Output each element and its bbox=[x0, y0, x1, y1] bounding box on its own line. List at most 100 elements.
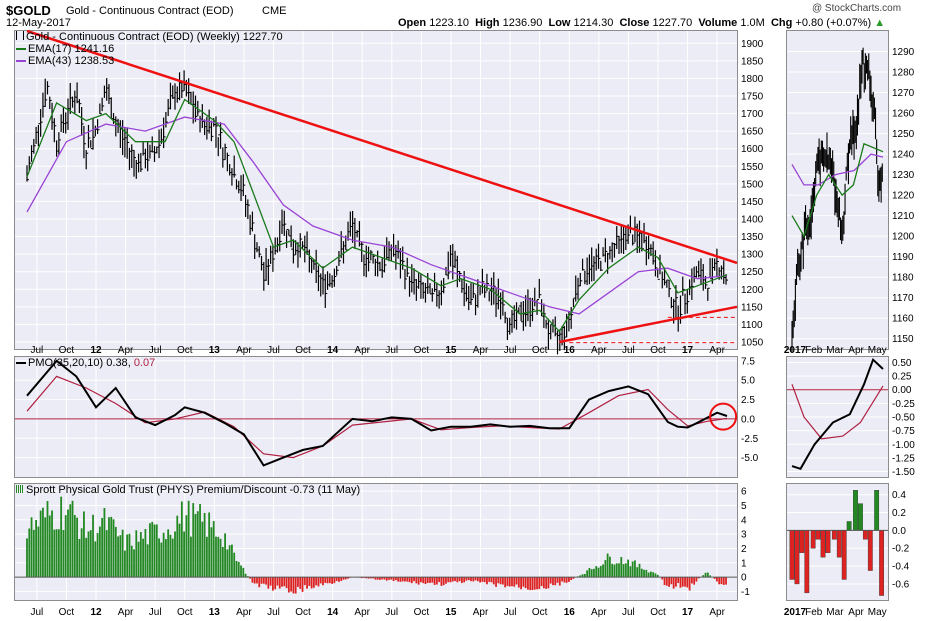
phys-bar bbox=[162, 532, 165, 578]
inset-price-ytick-1170: 1170 bbox=[892, 293, 914, 304]
pmo-ytick--2.5: -2.5 bbox=[741, 434, 759, 445]
phys-bar bbox=[522, 577, 525, 587]
price-ytick-1800: 1800 bbox=[741, 74, 764, 85]
phys-bar bbox=[94, 541, 97, 578]
inset-pmo-ytick--0.50: -0.50 bbox=[892, 413, 915, 424]
price-xtick-15-14: 15 bbox=[445, 345, 457, 356]
phys-bar bbox=[331, 577, 334, 584]
phys-bar bbox=[420, 577, 422, 583]
price-ytick-1150: 1150 bbox=[741, 302, 763, 313]
phys-bar bbox=[62, 530, 65, 578]
phys-bar bbox=[524, 577, 527, 589]
bottom-xtick-Jul-8: Jul bbox=[267, 607, 280, 618]
phys-bar bbox=[547, 577, 550, 589]
phys-bar bbox=[634, 560, 636, 578]
phys-ytick-6: 6 bbox=[741, 487, 747, 498]
bottom-xtick-Oct-13: Oct bbox=[414, 607, 430, 618]
phys-bar bbox=[668, 577, 670, 587]
bottom-xtick-Apr-23: Apr bbox=[709, 607, 725, 618]
price-ytick-1700: 1700 bbox=[741, 109, 764, 120]
phys-bar bbox=[76, 517, 78, 578]
price-ytick-1500: 1500 bbox=[741, 179, 764, 190]
phys-bar bbox=[438, 577, 441, 583]
phys-bar bbox=[67, 509, 69, 578]
inset-phys-bar-16 bbox=[874, 490, 880, 531]
price-ytick-1850: 1850 bbox=[741, 56, 764, 67]
phys-bar bbox=[688, 577, 691, 591]
phys-bar bbox=[451, 577, 454, 582]
phys-bar bbox=[622, 564, 625, 578]
phys-bar bbox=[32, 529, 35, 578]
bottom-xtick-Apr-7: Apr bbox=[236, 607, 252, 618]
phys-bar bbox=[344, 577, 347, 580]
inset-phys-bar-15 bbox=[867, 530, 873, 571]
phys-bar bbox=[495, 577, 497, 587]
inset-pmo-ytick-0.00: 0.00 bbox=[892, 385, 912, 396]
inset-pmo-ytick--1.50: -1.50 bbox=[892, 467, 915, 478]
pmo-legend-label: PMO(35,20,10) bbox=[28, 357, 104, 369]
phys-bar bbox=[374, 577, 377, 580]
phys-bar bbox=[520, 577, 522, 590]
phys-bar bbox=[244, 573, 247, 578]
phys-bar bbox=[716, 577, 718, 582]
phys-bar bbox=[322, 577, 324, 586]
phys-bar bbox=[299, 577, 302, 589]
phys-bar bbox=[608, 556, 611, 578]
ema43-line bbox=[26, 116, 728, 315]
price-xtick-Oct-21: Oct bbox=[650, 345, 666, 356]
ema17-line bbox=[26, 98, 728, 333]
price-ytick-1400: 1400 bbox=[741, 214, 764, 225]
phys-bar bbox=[435, 577, 438, 585]
phys-bar bbox=[476, 577, 479, 582]
pmo-swatch-icon bbox=[16, 362, 26, 365]
phys-bar bbox=[456, 577, 459, 583]
phys-bar bbox=[108, 517, 110, 578]
bottom-xtick-14-10: 14 bbox=[327, 607, 339, 618]
phys-bar bbox=[531, 577, 534, 590]
phys-bar bbox=[160, 542, 163, 578]
phys-bar bbox=[511, 577, 513, 587]
phys-bar bbox=[672, 577, 675, 589]
inset-price-ytick-1220: 1220 bbox=[892, 191, 915, 202]
phys-bar bbox=[92, 514, 94, 578]
phys-bar bbox=[379, 577, 381, 580]
phys-bar bbox=[199, 504, 201, 578]
inset-pmo-ytick--1.25: -1.25 bbox=[892, 453, 915, 464]
phys-bar bbox=[274, 577, 277, 590]
inset-price-ytick-1250: 1250 bbox=[892, 129, 915, 140]
phys-bar bbox=[35, 519, 38, 578]
price-xtick-Apr-23: Apr bbox=[709, 345, 725, 356]
phys-bar bbox=[552, 577, 554, 586]
phys-bar bbox=[613, 564, 616, 578]
phys-bar bbox=[194, 513, 197, 578]
phys-bar bbox=[60, 496, 63, 578]
phys-bar bbox=[542, 577, 545, 589]
phys-bar bbox=[697, 577, 700, 579]
price-ytick-1100: 1100 bbox=[741, 320, 763, 331]
phys-bar bbox=[201, 521, 204, 578]
phys-bar bbox=[556, 577, 559, 583]
phys-bar bbox=[51, 510, 53, 578]
phys-bar bbox=[404, 577, 406, 582]
bottom-xtick-Oct-17: Oct bbox=[532, 607, 548, 618]
phys-bar bbox=[460, 577, 463, 584]
phys-bar bbox=[620, 557, 623, 578]
phys-bar bbox=[558, 577, 561, 586]
phys-bar bbox=[595, 566, 598, 578]
inset-pmo-signal-line bbox=[791, 384, 884, 440]
phys-bar bbox=[590, 569, 593, 578]
phys-bar bbox=[504, 577, 507, 588]
phys-bar bbox=[297, 577, 299, 587]
open-label: Open bbox=[398, 17, 427, 29]
phys-bar bbox=[231, 544, 233, 578]
inset-price-bars bbox=[791, 47, 883, 352]
inset-phys-ytick--0.4: -0.4 bbox=[892, 562, 910, 573]
phys-bar bbox=[208, 512, 211, 578]
ema17-legend-text: EMA(17) 1241.16 bbox=[28, 43, 115, 55]
phys-bar bbox=[44, 517, 47, 578]
inset-pmo-line bbox=[791, 357, 884, 470]
phys-bar bbox=[37, 526, 40, 578]
inset-price-ytick-1270: 1270 bbox=[892, 88, 915, 99]
phys-bar bbox=[581, 574, 584, 578]
phys-bar bbox=[210, 527, 213, 578]
